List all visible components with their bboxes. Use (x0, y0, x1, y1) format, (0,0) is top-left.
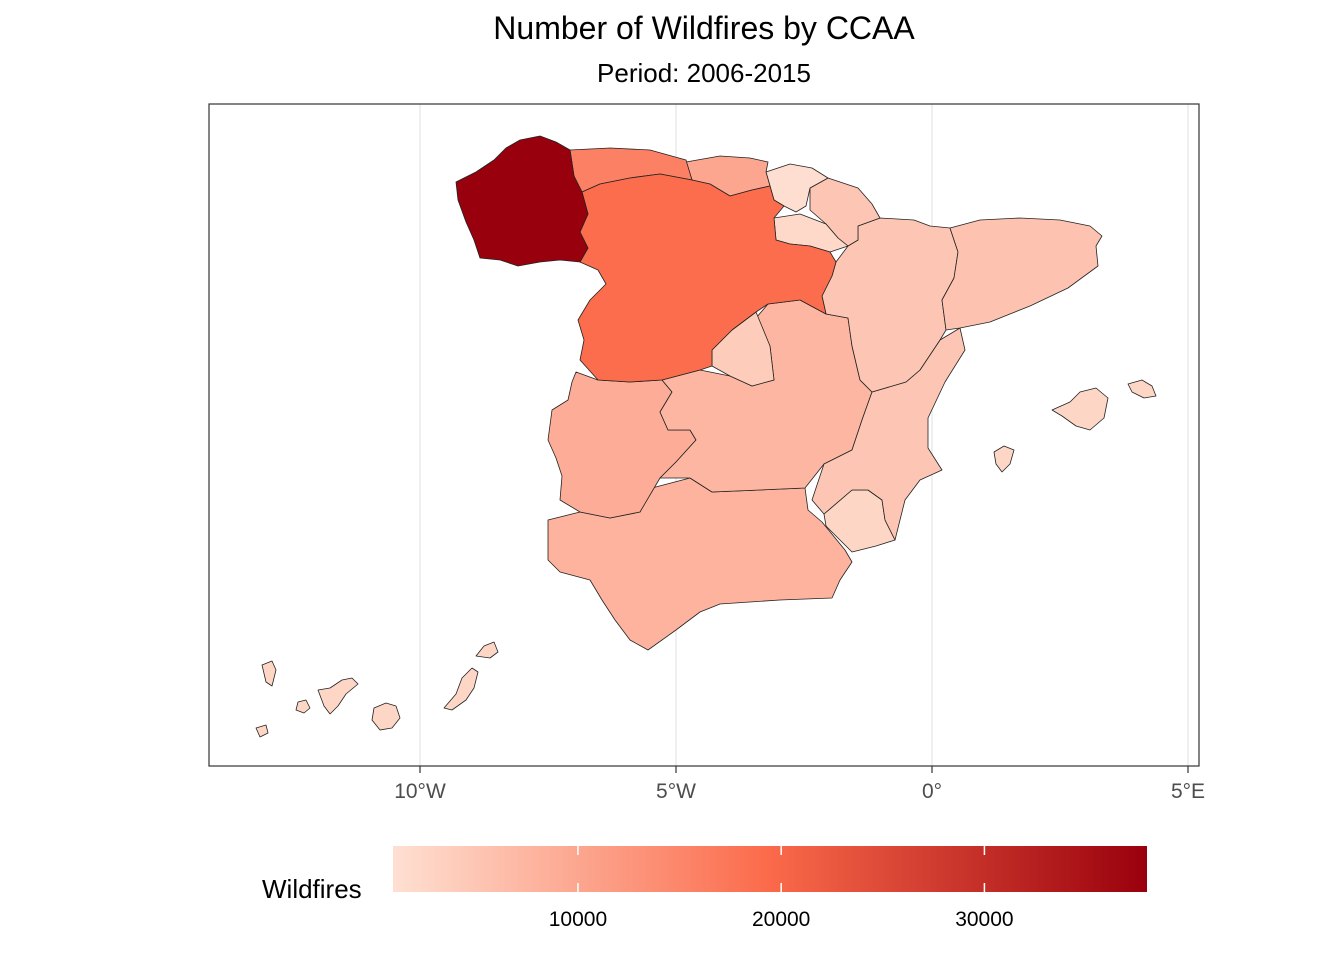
legend-break-label: 20000 (752, 908, 810, 931)
x-tick-label: 5°W (656, 780, 696, 803)
panel-border (208, 103, 1200, 767)
legend-break-label: 10000 (549, 908, 607, 931)
x-tick-label: 5°E (1171, 780, 1205, 803)
region-comunidad-valenciana[interactable] (811, 327, 966, 541)
x-tick-label: 10°W (394, 780, 446, 803)
region-navarra[interactable] (809, 177, 881, 247)
region-galicia[interactable] (455, 135, 589, 267)
legend-colorbar (393, 846, 1147, 892)
region-andalucia[interactable] (547, 477, 853, 651)
region-canarias[interactable] (255, 641, 499, 738)
x-tick-label: 0° (922, 780, 942, 803)
axis-ticks: 10°W5°W0°5°E36°N38°N40°N42°N44°N (394, 766, 1205, 803)
region-cataluna[interactable] (941, 217, 1103, 331)
region-islas-baleares[interactable] (993, 379, 1157, 473)
legend-title: Wildfires (262, 874, 362, 904)
legend-breaks: 10000 20000 30000 (549, 846, 1014, 931)
legend-break-label: 30000 (955, 908, 1013, 931)
regions-layer (255, 135, 1157, 738)
chart-subtitle: Period: 2006-2015 (597, 58, 811, 88)
region-castilla-y-leon[interactable] (577, 173, 837, 383)
chart-title: Number of Wildfires by CCAA (493, 10, 915, 46)
